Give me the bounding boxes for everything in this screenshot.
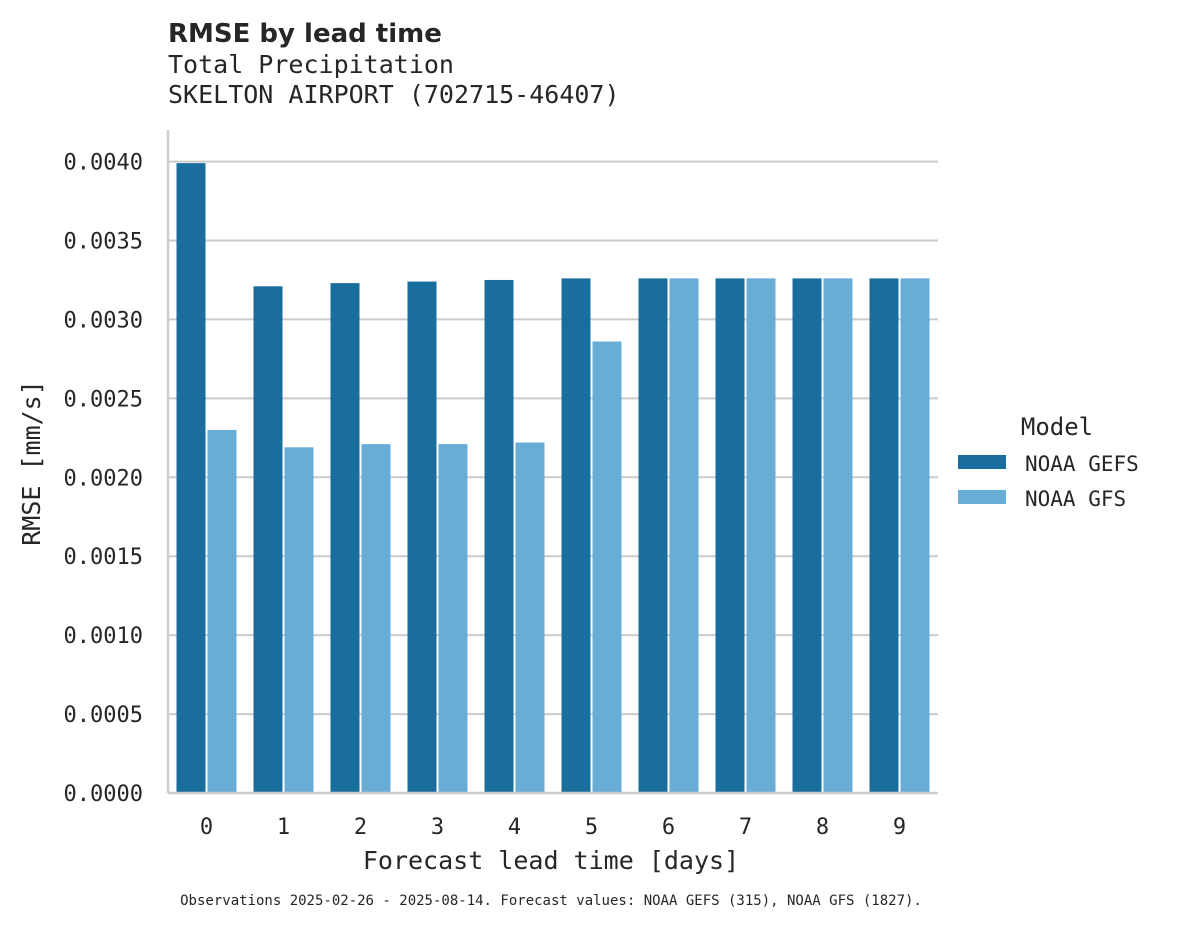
bar-noaa-gfs-lead-2 xyxy=(361,444,391,793)
bar-noaa-gfs-lead-3 xyxy=(438,444,468,793)
bar-noaa-gefs-lead-8 xyxy=(792,278,822,793)
bar-noaa-gfs-lead-0 xyxy=(207,429,237,793)
x-tick-label-8: 8 xyxy=(816,815,829,840)
bar-noaa-gfs-lead-8 xyxy=(823,278,853,793)
y-gridlines xyxy=(168,160,938,794)
legend-title: Model xyxy=(1021,413,1093,441)
x-tick-label-5: 5 xyxy=(585,815,598,840)
x-tick-label-1: 1 xyxy=(277,815,290,840)
bar-noaa-gefs-lead-6 xyxy=(638,278,668,793)
legend-swatch-noaa-gefs xyxy=(958,455,1006,469)
chart-subtitle-station: SKELTON AIRPORT (702715-46407) xyxy=(168,80,620,109)
bar-noaa-gfs-lead-1 xyxy=(284,447,314,793)
legend: Model NOAA GEFS NOAA GFS xyxy=(958,413,1139,511)
y-tick-label-2: 0.0010 xyxy=(64,624,143,649)
bar-noaa-gfs-lead-7 xyxy=(746,278,776,793)
y-tick-label-7: 0.0035 xyxy=(64,230,143,255)
x-tick-label-6: 6 xyxy=(662,815,675,840)
bar-noaa-gefs-lead-2 xyxy=(330,283,360,793)
bar-noaa-gefs-lead-1 xyxy=(253,286,283,793)
x-tick-label-9: 9 xyxy=(893,815,906,840)
x-tick-label-7: 7 xyxy=(739,815,752,840)
bar-noaa-gefs-lead-7 xyxy=(715,278,745,793)
bars xyxy=(176,163,930,793)
y-tick-label-6: 0.0030 xyxy=(64,308,143,333)
y-tick-label-5: 0.0025 xyxy=(64,387,143,412)
bar-noaa-gefs-lead-3 xyxy=(407,281,437,793)
footnote: Observations 2025-02-26 - 2025-08-14. Fo… xyxy=(180,893,922,909)
x-tick-label-3: 3 xyxy=(431,815,444,840)
chart-title: RMSE by lead time xyxy=(168,19,442,49)
bar-noaa-gfs-lead-4 xyxy=(515,442,545,793)
x-tick-label-0: 0 xyxy=(200,815,213,840)
bar-noaa-gefs-lead-4 xyxy=(484,279,514,793)
legend-swatch-noaa-gfs xyxy=(958,490,1006,504)
y-tick-label-1: 0.0005 xyxy=(64,703,143,728)
y-tick-label-0: 0.0000 xyxy=(64,782,143,807)
y-tick-label-3: 0.0015 xyxy=(64,545,143,570)
bar-noaa-gefs-lead-5 xyxy=(561,278,591,793)
legend-label-noaa-gefs: NOAA GEFS xyxy=(1025,452,1139,476)
y-axis-label: RMSE [mm/s] xyxy=(17,380,46,546)
y-tick-labels: 0.0000 0.0005 0.0010 0.0015 0.0020 0.0025 0.00… xyxy=(64,151,143,807)
bar-noaa-gefs-lead-9 xyxy=(869,278,899,793)
x-tick-label-4: 4 xyxy=(508,815,521,840)
bar-noaa-gfs-lead-5 xyxy=(592,341,622,793)
x-axis-label: Forecast lead time [days] xyxy=(363,846,739,875)
y-tick-label-8: 0.0040 xyxy=(64,151,143,176)
axes xyxy=(166,130,938,795)
y-tick-label-4: 0.0020 xyxy=(64,466,143,491)
legend-label-noaa-gfs: NOAA GFS xyxy=(1025,487,1126,511)
bar-noaa-gfs-lead-9 xyxy=(900,278,930,793)
bar-noaa-gfs-lead-6 xyxy=(669,278,699,793)
x-tick-labels: 0 1 2 3 4 5 6 7 8 9 xyxy=(200,815,906,840)
chart-subtitle-variable: Total Precipitation xyxy=(168,50,454,79)
bar-noaa-gefs-lead-0 xyxy=(176,163,206,793)
x-tick-label-2: 2 xyxy=(354,815,367,840)
